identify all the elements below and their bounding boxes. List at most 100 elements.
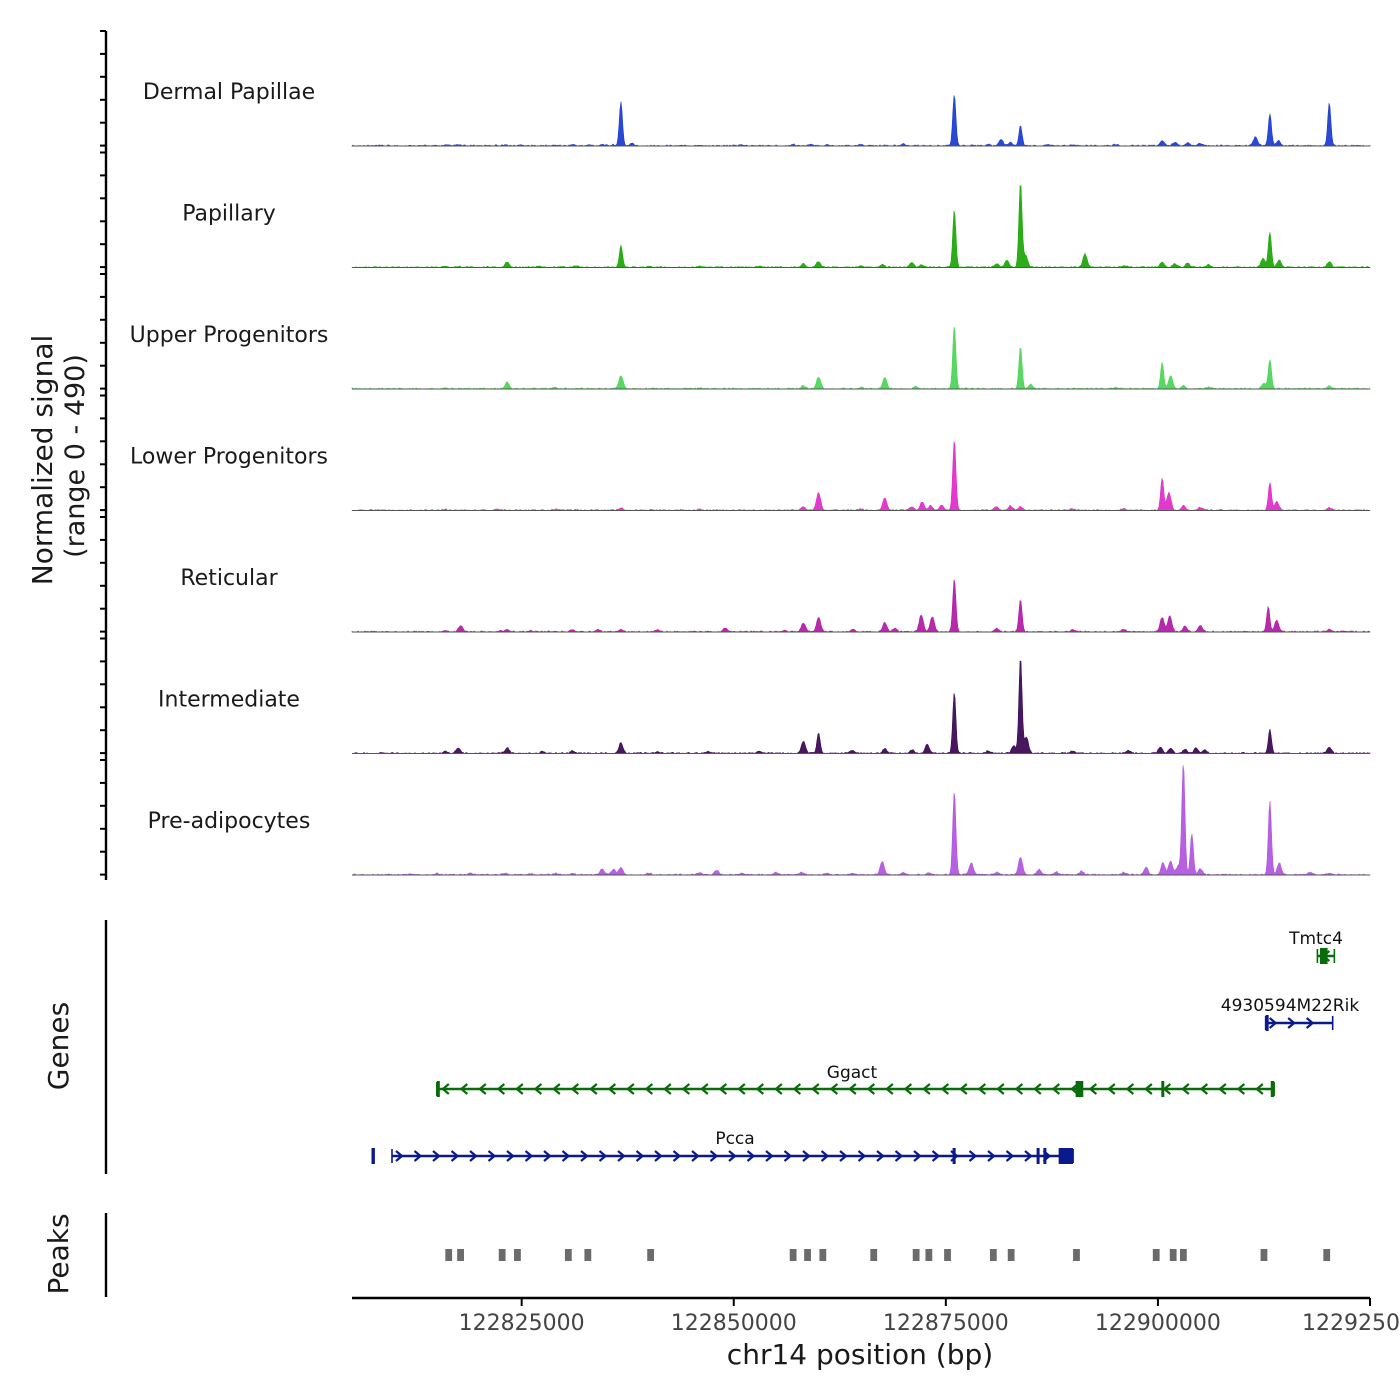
coverage-track: Lower Progenitors — [130, 441, 1371, 511]
peak-region — [944, 1249, 951, 1261]
strand-chevron — [700, 1083, 709, 1095]
strand-chevron — [746, 1150, 756, 1162]
strand-chevron — [1088, 1083, 1098, 1095]
x-tick-label: 122850000 — [671, 1311, 797, 1336]
strand-chevron — [977, 1083, 987, 1095]
strand-chevron — [940, 1083, 950, 1095]
strand-chevron — [570, 1083, 580, 1095]
track-label: Papillary — [182, 202, 276, 227]
strand-chevron — [1255, 1083, 1264, 1095]
gene-exon — [371, 1148, 375, 1164]
gene-label: 4930594M22Rik — [1221, 996, 1360, 1016]
strand-chevron — [635, 1150, 645, 1162]
strand-chevron — [1051, 1083, 1061, 1095]
strand-chevron — [792, 1083, 802, 1095]
peak-region — [1260, 1249, 1268, 1261]
strand-chevron — [1024, 1150, 1033, 1162]
peak-region — [804, 1249, 811, 1261]
gene-exon — [1319, 948, 1328, 964]
strand-chevron — [543, 1150, 552, 1162]
strand-chevron — [829, 1083, 839, 1095]
strand-chevron — [450, 1150, 460, 1162]
coverage-area — [351, 327, 1371, 390]
track-label: Pre-adipocytes — [148, 809, 311, 834]
coverage-track: Intermediate — [158, 660, 1371, 754]
signal-axis-label-line2: (range 0 - 490) — [60, 354, 91, 558]
strand-chevron — [802, 1150, 811, 1162]
strand-chevron — [903, 1083, 913, 1095]
gene-label: Ggact — [827, 1063, 878, 1083]
strand-chevron — [755, 1083, 765, 1095]
strand-chevron — [1199, 1083, 1209, 1095]
gene-exon — [1265, 1015, 1269, 1031]
peak-region — [445, 1249, 453, 1261]
track-label: Intermediate — [158, 688, 300, 713]
strand-chevron — [1014, 1083, 1024, 1095]
signal-axis-label-line1: Normalized signal — [26, 335, 59, 586]
coverage-tracks: Dermal Papillae Papillary Upper Progenitor… — [130, 80, 1371, 876]
strand-chevron — [968, 1150, 978, 1162]
strand-chevron — [987, 1150, 996, 1162]
x-tick-label: 122875000 — [883, 1311, 1009, 1336]
genes-axis-label: Genes — [42, 1002, 75, 1090]
coverage-track: Reticular — [180, 566, 1371, 633]
coverage-track: Papillary — [182, 185, 1371, 268]
strand-chevron — [718, 1083, 728, 1095]
strand-chevron — [515, 1083, 524, 1095]
peak-region — [1007, 1249, 1015, 1261]
strand-chevron — [617, 1150, 626, 1162]
strand-chevron — [1125, 1083, 1135, 1095]
gene-exon — [1270, 1081, 1275, 1097]
gene-exon — [1075, 1081, 1084, 1097]
strand-chevron — [765, 1150, 774, 1162]
strand-chevron — [1305, 1017, 1315, 1029]
peak-region — [1169, 1249, 1177, 1261]
peaks-axis-label: Peaks — [42, 1213, 75, 1294]
strand-chevron — [737, 1083, 746, 1095]
strand-chevron — [959, 1083, 968, 1095]
gene: Tmtc4 — [1288, 929, 1343, 964]
peak-region — [819, 1249, 827, 1261]
strand-chevron — [866, 1083, 876, 1095]
strand-chevron — [1236, 1083, 1246, 1095]
strand-chevron — [894, 1150, 904, 1162]
strand-chevron — [1287, 1017, 1296, 1029]
strand-chevron — [413, 1150, 423, 1162]
coverage-area — [351, 765, 1371, 876]
peak-region — [912, 1249, 920, 1261]
strand-chevron — [913, 1150, 922, 1162]
peak-region — [1073, 1249, 1080, 1261]
strand-chevron — [885, 1083, 894, 1095]
peak-track — [445, 1249, 1331, 1261]
peak-region — [789, 1249, 797, 1261]
strand-chevron — [1162, 1083, 1172, 1095]
signal-axis-ticks — [100, 30, 106, 876]
coverage-track: Dermal Papillae — [143, 80, 1371, 147]
gene: Ggact — [436, 1063, 1275, 1097]
peak-region — [1323, 1249, 1331, 1261]
track-label: Lower Progenitors — [130, 445, 328, 470]
track-label: Dermal Papillae — [143, 80, 315, 105]
strand-chevron — [681, 1083, 691, 1095]
peak-region — [870, 1249, 878, 1261]
strand-chevron — [672, 1150, 682, 1162]
strand-chevron — [783, 1150, 793, 1162]
strand-chevron — [728, 1150, 737, 1162]
gene-exon — [1036, 1148, 1040, 1164]
peak-region — [647, 1249, 655, 1261]
strand-chevron — [857, 1150, 867, 1162]
strand-chevron — [459, 1083, 469, 1095]
strand-chevron — [1107, 1083, 1116, 1095]
strand-chevron — [709, 1150, 719, 1162]
peak-region — [584, 1249, 592, 1261]
coverage-area — [351, 441, 1371, 511]
coverage-area — [351, 660, 1371, 754]
strand-chevron — [598, 1150, 608, 1162]
gene-exon — [1043, 1148, 1047, 1164]
x-axis-ticks: 122825000 122850000 122875000 122900000 1229… — [459, 1298, 1400, 1336]
peak-region — [989, 1249, 997, 1261]
gene-exon — [1058, 1148, 1074, 1164]
gene-exon — [436, 1081, 440, 1097]
strand-chevron — [524, 1150, 534, 1162]
